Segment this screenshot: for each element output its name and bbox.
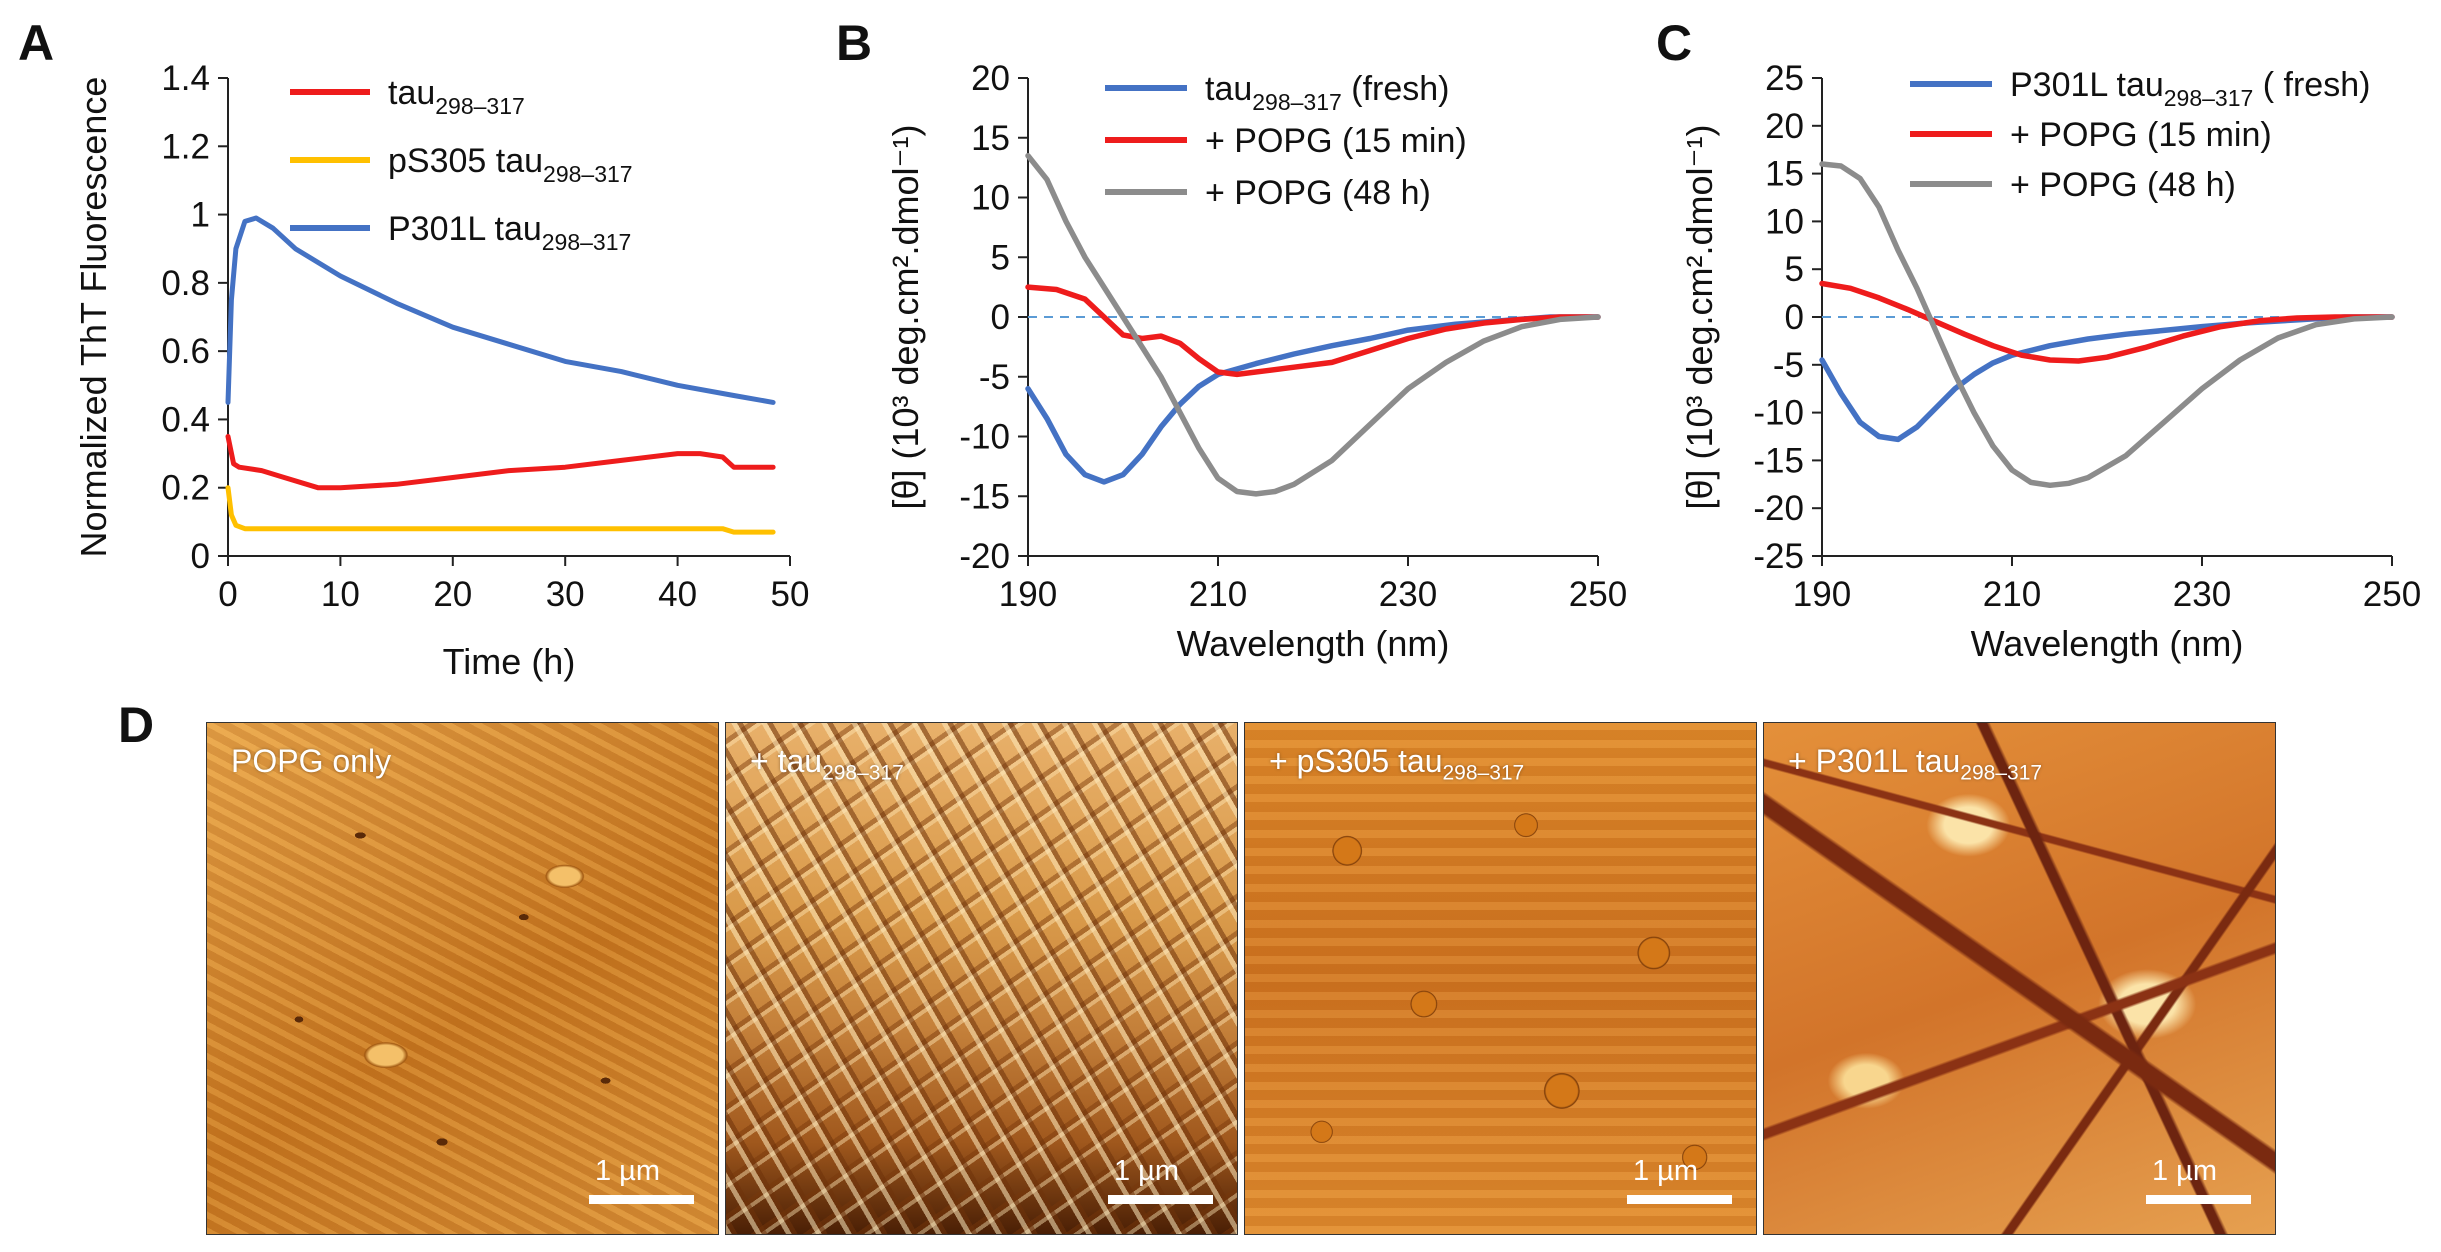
afm-label-text: POPG only	[231, 743, 391, 779]
x-tick-label: 230	[1379, 575, 1437, 614]
afm-label-subscript: 298–317	[1960, 761, 2042, 784]
x-axis-label: Wavelength (nm)	[1971, 623, 2244, 664]
x-tick-label: 250	[1569, 575, 1627, 614]
x-tick-label: 40	[658, 575, 697, 614]
afm-label-text: + pS305 tau	[1269, 743, 1442, 779]
y-tick-label: -10	[959, 418, 1010, 457]
afm-label-text: + P301L tau	[1788, 743, 1960, 779]
y-tick-label: 0.2	[161, 469, 210, 508]
y-tick-label: -20	[1753, 489, 1804, 528]
scale-bar-label: 1 µm	[1633, 1155, 1698, 1188]
scale-bar	[1627, 1195, 1732, 1204]
x-tick-label: 250	[2363, 575, 2421, 614]
x-axis-label: Wavelength (nm)	[1177, 623, 1450, 664]
legend-entry: + POPG (15 min)	[1205, 122, 1467, 160]
series-line-red	[228, 437, 773, 488]
y-tick-label: 0.8	[161, 264, 210, 303]
series-line-red	[1822, 284, 2392, 362]
afm-label-text: + tau	[750, 743, 822, 779]
y-tick-label: 20	[1765, 107, 1804, 146]
afm-image-p301l-tau: + P301L tau298–317 1 µm	[1763, 722, 2276, 1235]
scale-bar-label: 1 µm	[595, 1155, 660, 1188]
y-tick-label: -10	[1753, 394, 1804, 433]
legend-entry: pS305 tau298–317	[388, 142, 633, 187]
y-tick-label: 1.4	[161, 59, 210, 98]
x-tick-label: 30	[546, 575, 585, 614]
series-line-yellow	[228, 488, 773, 532]
legend-entry: tau298–317 (fresh)	[1205, 70, 1450, 115]
x-tick-label: 210	[1189, 575, 1247, 614]
scale-bar-label: 1 µm	[1114, 1155, 1179, 1188]
y-tick-label: 25	[1765, 59, 1804, 98]
scale-bar	[2146, 1195, 2251, 1204]
y-axis-label: [θ] (10³ deg.cm².dmol⁻¹)	[1679, 124, 1720, 509]
legend-entry: + POPG (15 min)	[2010, 116, 2272, 154]
legend-entry: P301L tau298–317 ( fresh)	[2010, 66, 2370, 111]
x-tick-label: 50	[771, 575, 810, 614]
afm-image-tau: + tau298–317 1 µm	[725, 722, 1238, 1235]
x-tick-label: 0	[218, 575, 237, 614]
chart-b: -20 -15 -10 -5 0 5 10 15 20 190 210 230 250 Wavelengt…	[885, 59, 1627, 664]
x-tick-label: 210	[1983, 575, 2041, 614]
afm-label-subscript: 298–317	[822, 761, 904, 784]
legend-entry: + POPG (48 h)	[1205, 174, 1431, 212]
y-tick-label: -5	[979, 358, 1010, 397]
y-tick-label: 15	[1765, 155, 1804, 194]
y-tick-label: 1	[191, 196, 210, 235]
y-tick-label: -15	[1753, 441, 1804, 480]
y-tick-label: 20	[971, 59, 1010, 98]
y-tick-label: 0	[991, 298, 1010, 337]
series-line-blue	[1822, 317, 2392, 439]
y-tick-label: 10	[1765, 202, 1804, 241]
y-tick-label: 0.4	[161, 400, 210, 439]
afm-image-popg-only: POPG only 1 µm	[206, 722, 719, 1235]
chart-c: -25 -20 -15 -10 -5 0 5 10 15 20 25 190 210 230 250 Wave…	[1679, 59, 2421, 664]
y-tick-label: 5	[991, 238, 1010, 277]
afm-label-tau: + tau298–317	[750, 743, 904, 785]
legend-entry: P301L tau298–317	[388, 210, 631, 255]
y-tick-label: 1.2	[161, 127, 210, 166]
x-tick-label: 10	[321, 575, 360, 614]
chart-a: 0 0.2 0.4 0.6 0.8 1 1.2 1.4 0 10 20 30 40 50 Time (h) N…	[73, 59, 809, 682]
y-tick-label: 5	[1785, 250, 1804, 289]
y-tick-label: -15	[959, 477, 1010, 516]
afm-label-ps305-tau: + pS305 tau298–317	[1269, 743, 1524, 785]
y-tick-label: -25	[1753, 537, 1804, 576]
series-line-gray	[1822, 164, 2392, 485]
scale-bar	[1108, 1195, 1213, 1204]
y-tick-label: -20	[959, 537, 1010, 576]
afm-label-popg-only: POPG only	[231, 743, 391, 780]
legend-entry: tau298–317	[388, 74, 525, 119]
series-line-blue	[1028, 317, 1598, 482]
y-tick-label: 0	[1785, 298, 1804, 337]
x-axis-label: Time (h)	[443, 641, 576, 682]
scale-bar-label: 1 µm	[2152, 1155, 2217, 1188]
y-tick-label: 0.6	[161, 332, 210, 371]
x-tick-label: 230	[2173, 575, 2231, 614]
y-axis-label: [θ] (10³ deg.cm².dmol⁻¹)	[885, 124, 926, 509]
x-tick-label: 190	[999, 575, 1057, 614]
y-axis-label: Normalized ThT Fluorescence	[73, 77, 114, 558]
y-tick-label: 0	[191, 537, 210, 576]
y-tick-label: 10	[971, 179, 1010, 218]
y-tick-label: 15	[971, 119, 1010, 158]
y-tick-label: -5	[1773, 346, 1804, 385]
afm-label-subscript: 298–317	[1442, 761, 1524, 784]
legend-entry: + POPG (48 h)	[2010, 166, 2236, 204]
x-tick-label: 190	[1793, 575, 1851, 614]
x-tick-label: 20	[433, 575, 472, 614]
afm-label-p301l-tau: + P301L tau298–317	[1788, 743, 2042, 785]
scale-bar	[589, 1195, 694, 1204]
afm-image-ps305-tau: + pS305 tau298–317 1 µm	[1244, 722, 1757, 1235]
